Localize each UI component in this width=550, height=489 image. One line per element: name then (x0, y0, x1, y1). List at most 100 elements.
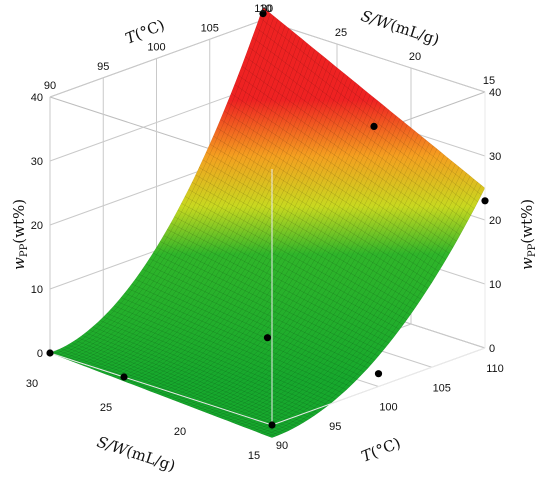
mesh-line (60, 348, 283, 434)
t-axis-title-bottom: T(°C) (359, 434, 403, 466)
mesh-line (209, 143, 432, 284)
mesh-line (257, 175, 471, 433)
mesh-line (220, 145, 434, 419)
mesh-line (234, 157, 449, 424)
mesh-line (230, 93, 454, 248)
mesh-line (64, 19, 279, 359)
mesh-line (164, 100, 378, 398)
mesh-line (238, 75, 461, 236)
gridline-z (49, 19, 264, 98)
mesh-line (81, 335, 305, 423)
experimental-point (268, 421, 276, 429)
mesh-line (206, 151, 429, 289)
mesh-line (271, 187, 485, 438)
tick-label-t: 100 (147, 42, 165, 54)
mesh-line (138, 274, 361, 376)
mesh-line (234, 84, 457, 242)
mesh-line (83, 34, 297, 366)
mesh-line (175, 109, 390, 402)
mesh-line (242, 163, 456, 427)
mesh-line (153, 91, 367, 393)
mesh-line (188, 189, 411, 315)
mesh-line (120, 297, 344, 394)
mesh-line (113, 305, 336, 400)
mesh-line (74, 340, 297, 427)
tick-label-sw: 15 (483, 75, 495, 87)
mesh-line (167, 229, 390, 344)
tick-label-t: 90 (44, 80, 56, 92)
mesh-line (68, 22, 282, 361)
mesh-line (197, 127, 412, 410)
mesh-line (259, 17, 482, 196)
axes-box-front (49, 92, 486, 426)
mesh-line (212, 139, 427, 416)
mesh-line (184, 196, 408, 320)
mesh-line (57, 13, 271, 357)
mesh-line (92, 326, 315, 416)
response-surface (50, 7, 485, 438)
tick-label-sw: 30 (261, 3, 273, 15)
tick-label-sw: 25 (100, 402, 112, 414)
surface-mesh (50, 7, 485, 438)
mesh-line (85, 332, 308, 421)
tick-label-t: 105 (201, 22, 219, 34)
mesh-line (241, 65, 464, 229)
mesh-line (135, 278, 358, 380)
mesh-line (190, 121, 404, 407)
tick-label-sw: 20 (174, 426, 186, 438)
mesh-line (86, 37, 301, 368)
mesh-line (90, 40, 304, 369)
mesh-line (117, 301, 340, 397)
mesh-line (268, 184, 482, 437)
mesh-line (71, 342, 294, 429)
mesh-line (67, 344, 290, 431)
tick-label-sw: 15 (248, 450, 260, 462)
experimental-point (370, 122, 378, 130)
mesh-line (249, 169, 464, 430)
tick-label-t: 90 (276, 440, 288, 452)
mesh-line (245, 56, 468, 223)
experimental-point (481, 197, 489, 205)
mesh-line (138, 79, 353, 388)
tick-label-t: 110 (486, 363, 504, 375)
mesh-line (163, 235, 386, 348)
mesh-line (179, 112, 393, 403)
box-edge (49, 352, 273, 426)
experimental-point (120, 373, 128, 381)
mesh-line (124, 292, 347, 390)
mesh-line (142, 82, 356, 389)
tick-label-z: 30 (31, 156, 43, 168)
mesh-line (109, 55, 323, 376)
mesh-line (202, 159, 425, 295)
mesh-line (75, 28, 290, 364)
tick-label-z: 10 (489, 279, 501, 291)
mesh-line (264, 181, 478, 436)
mesh-line (61, 16, 275, 358)
box-edge (271, 347, 486, 426)
mesh-line (149, 88, 364, 392)
mesh-line (172, 106, 386, 400)
mesh-line (186, 118, 401, 406)
sw-axis-title-bottom: S/W(mL/g) (95, 433, 178, 475)
tick-label-z: 30 (489, 151, 501, 163)
mesh-line (231, 154, 445, 423)
mesh-line (248, 46, 471, 216)
mesh-line (156, 247, 379, 357)
tick-label-t: 95 (329, 421, 341, 433)
mesh-line (127, 70, 341, 383)
gridline-z (49, 83, 264, 162)
mesh-line (152, 252, 376, 361)
mesh-line (209, 136, 423, 415)
mesh-line (183, 115, 397, 405)
mesh-line (101, 49, 316, 374)
mesh-line (220, 119, 443, 266)
mesh-line (88, 329, 312, 419)
mesh-line (223, 110, 447, 260)
mesh-line (135, 76, 349, 386)
mesh-line (227, 101, 450, 254)
mesh-line (131, 283, 354, 384)
mesh-line (120, 64, 334, 381)
mesh-line (53, 10, 267, 355)
tick-label-sw: 25 (335, 27, 347, 39)
